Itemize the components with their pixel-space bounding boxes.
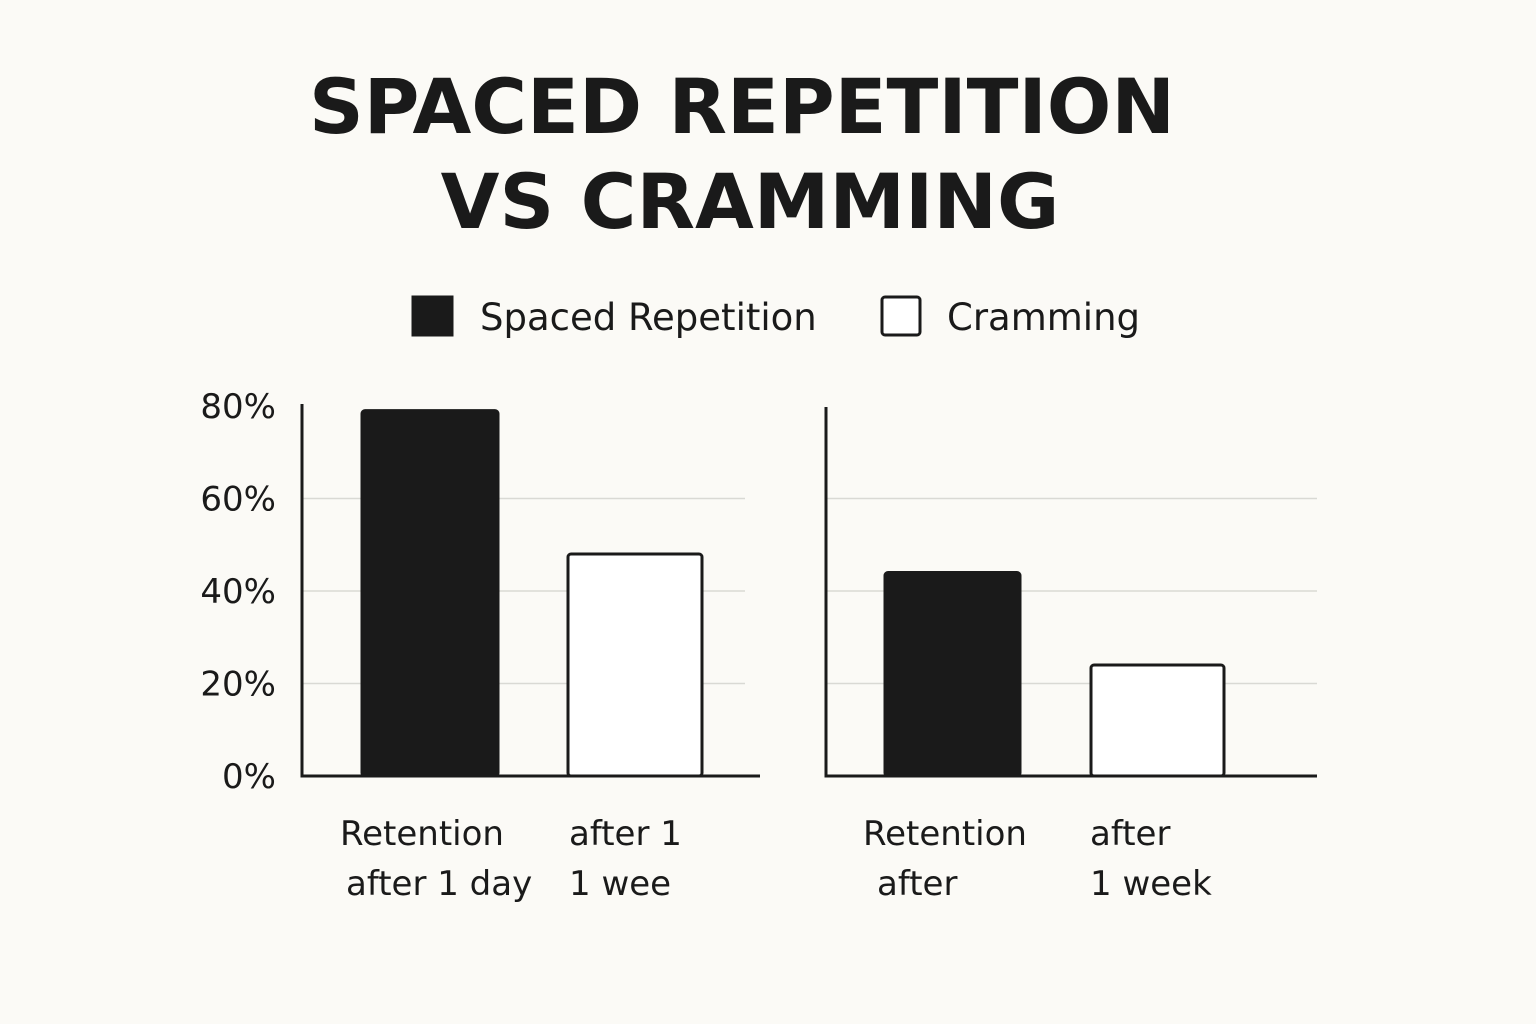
category-label: Retention: [340, 814, 504, 854]
panel-right: Retention after after 1 week: [824, 407, 1317, 904]
category-label: Retention: [863, 814, 1027, 854]
chart-title-line-2: VS CRAMMING: [441, 157, 1060, 246]
bar-cramming: [566, 552, 704, 778]
panel-left: Retention after 1 day after 1 1 wee: [300, 404, 760, 904]
category-label: after 1: [569, 814, 682, 854]
legend-swatch-spaced-repetition: [411, 295, 454, 337]
legend: Spaced Repetition Cramming: [411, 295, 1140, 339]
chart-title-line-1: SPACED REPETITION: [309, 62, 1175, 151]
y-tick-label: 40%: [200, 572, 276, 612]
bar-cramming: [1089, 663, 1226, 778]
y-axis-ticks: 0% 20% 40% 60% 80%: [200, 387, 276, 797]
legend-swatch-cramming: [880, 295, 922, 337]
bar-spaced-repetition: [360, 409, 500, 778]
bar-spaced-repetition: [883, 571, 1022, 778]
category-label: 1 wee: [569, 864, 671, 904]
y-tick-label: 80%: [200, 387, 276, 427]
category-label: 1 week: [1090, 864, 1212, 904]
y-tick-label: 20%: [200, 665, 276, 705]
category-label: after 1 day: [346, 864, 532, 904]
y-tick-label: 60%: [200, 480, 276, 520]
category-label: after: [877, 864, 957, 904]
category-label: after: [1090, 814, 1170, 854]
y-tick-label: 0%: [222, 757, 276, 797]
legend-label-cramming: Cramming: [947, 296, 1140, 339]
legend-label-spaced-repetition: Spaced Repetition: [480, 296, 817, 339]
